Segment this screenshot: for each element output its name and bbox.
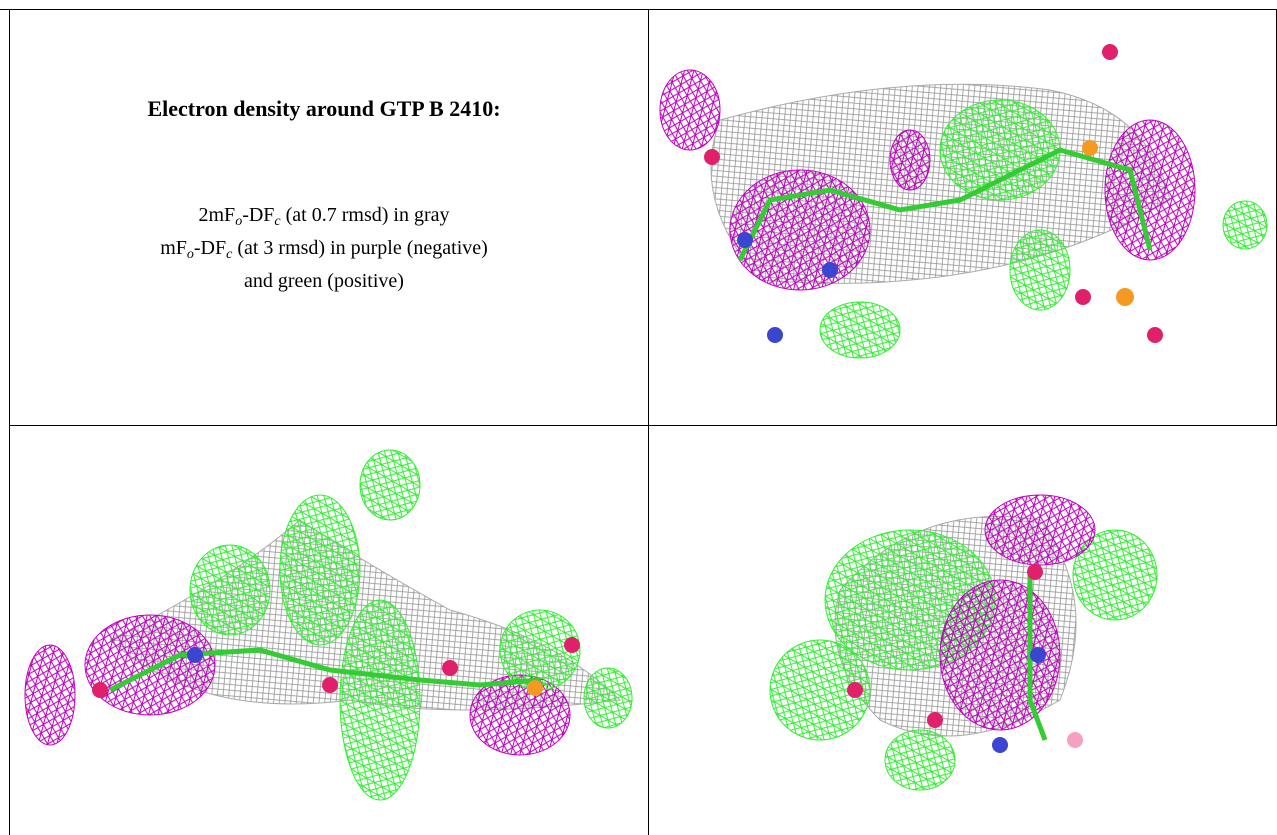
caption-text: mF — [160, 237, 187, 259]
caption-text: (at 0.7 rmsd) in gray — [281, 204, 450, 226]
caption-line: and green (positive) — [0, 268, 648, 295]
caption-text: and green (positive) — [244, 270, 404, 292]
caption-text: -DF — [194, 237, 226, 259]
subscript: o — [187, 247, 194, 262]
page: Electron density around GTP B 2410: 2mFo… — [0, 0, 1277, 835]
caption-line: mFo-DFc (at 3 rmsd) in purple (negative) — [0, 235, 648, 268]
caption-line: 2mFo-DFc (at 0.7 rmsd) in gray — [0, 202, 648, 235]
density-view-1 — [660, 44, 1267, 358]
caption-text: 2mF — [199, 204, 236, 226]
caption-text: (at 3 rmsd) in purple (negative) — [232, 237, 487, 259]
caption-text: -DF — [242, 204, 274, 226]
panel-title: Electron density around GTP B 2410: — [0, 96, 648, 122]
figure — [0, 0, 1277, 835]
density-view-3 — [770, 495, 1157, 790]
density-view-2 — [25, 450, 632, 800]
